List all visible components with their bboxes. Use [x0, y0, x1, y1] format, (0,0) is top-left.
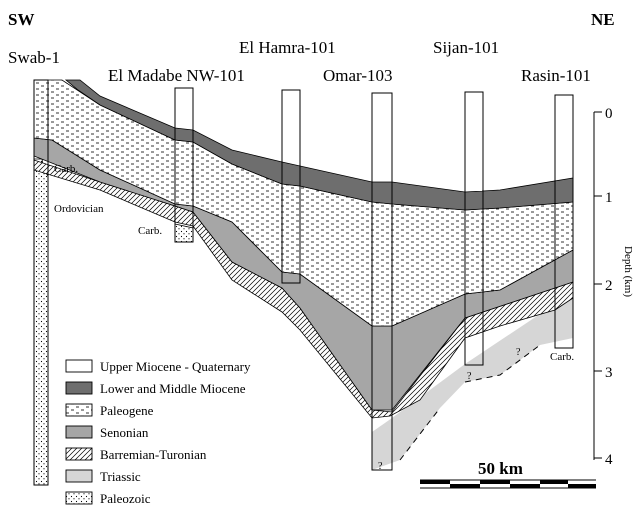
legend-swatch-triassic	[65, 469, 93, 483]
unit-paleozoic-madabe	[174, 223, 194, 243]
well-blank-rasin	[556, 96, 572, 177]
annotation-unknown-1: ?	[378, 461, 383, 472]
annotation-unknown-3: ?	[516, 347, 521, 358]
annotation-ordovician: Ordovician	[54, 203, 104, 215]
well-column-sijan	[464, 91, 484, 366]
well-label-el-madabe: El Madabe NW-101	[108, 66, 245, 85]
annotation-carb-1: Carb.	[54, 163, 78, 175]
depth-tick-1: 1	[605, 190, 613, 206]
orientation-sw: SW	[8, 10, 34, 29]
well-label-rasin: Rasin-101	[521, 66, 591, 85]
legend-label-paleogene: Paleogene	[100, 403, 154, 418]
depth-axis-ticks	[594, 111, 602, 459]
legend-swatch-paleogene	[65, 403, 93, 417]
legend-label-upper-miocene: Upper Miocene - Quaternary	[100, 359, 251, 374]
legend-swatch-barremian-turonian	[65, 447, 93, 461]
well-column-swab-1	[33, 79, 49, 486]
depth-tick-0: 0	[605, 106, 613, 122]
well-label-swab-1: Swab-1	[8, 48, 60, 67]
depth-tick-4: 4	[605, 452, 613, 468]
annotation-carb-3: Carb.	[550, 351, 574, 363]
legend-label-lower-middle-miocene: Lower and Middle Miocene	[100, 381, 246, 396]
well-column-omar	[371, 92, 393, 471]
well-blank-omar	[373, 94, 391, 181]
legend-label-barremian-turonian: Barremian-Turonian	[100, 447, 207, 462]
well-column-el-madabe	[174, 87, 194, 243]
well-blank-madabe	[176, 89, 192, 127]
annotation-carb-2: Carb.	[138, 225, 162, 237]
legend-swatch-senonian	[65, 425, 93, 439]
legend: Upper Miocene - Quaternary Lower and Mid…	[65, 359, 251, 506]
annotation-unknown-2: ?	[467, 371, 472, 382]
depth-tick-2: 2	[605, 278, 613, 294]
legend-swatch-paleozoic	[65, 491, 93, 505]
well-blank-sijan	[466, 93, 482, 191]
well-column-el-hamra	[281, 89, 301, 284]
unit-triassic	[372, 292, 573, 470]
legend-swatch-lower-middle-miocene	[65, 381, 93, 395]
scale-bar	[420, 479, 596, 489]
uncertain-base-line	[399, 344, 541, 461]
legend-label-paleozoic: Paleozoic	[100, 491, 151, 506]
legend-swatch-upper-miocene	[65, 359, 93, 373]
unit-paleozoic	[33, 158, 49, 486]
well-label-omar: Omar-103	[323, 66, 393, 85]
well-label-sijan: Sijan-101	[433, 38, 499, 57]
well-label-el-hamra: El Hamra-101	[239, 38, 336, 57]
depth-tick-3: 3	[605, 365, 613, 381]
depth-axis-label: Depth (km)	[622, 246, 634, 297]
legend-label-triassic: Triassic	[100, 469, 141, 484]
orientation-ne: NE	[591, 10, 615, 29]
well-blank-hamra	[283, 91, 299, 161]
scale-bar-label: 50 km	[478, 459, 523, 478]
well-column-rasin	[554, 94, 574, 349]
legend-label-senonian: Senonian	[100, 425, 149, 440]
